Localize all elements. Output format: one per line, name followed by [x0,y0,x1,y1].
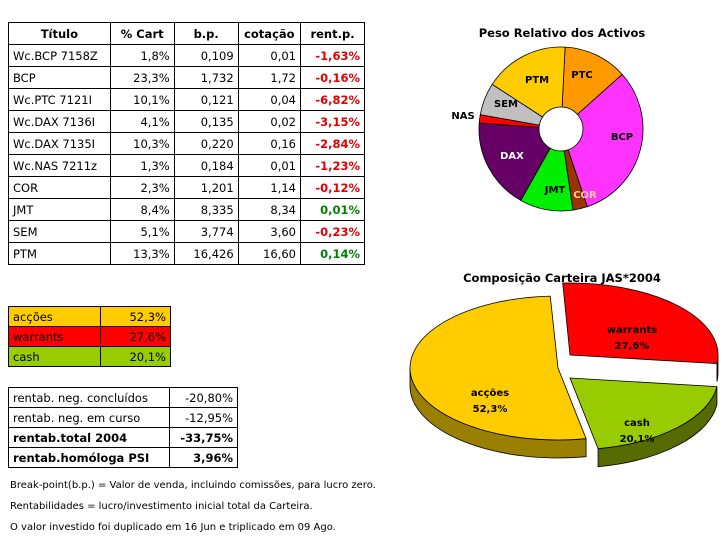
table-row: COR 2,3% 1,201 1,14 -0,12% [8,176,365,199]
donut-slice-ptm [491,46,566,118]
cell-bp: 1,732 [173,66,239,89]
returns-row: rentab. neg. concluídos -20,80% [8,387,239,408]
donut-label-bcp: BCP [611,132,633,143]
cell-titulo: SEM [8,220,111,243]
donut-slice-bcp [567,73,644,208]
cell-cotacao: 3,60 [237,220,302,243]
holdings-body: Wc.BCP 7158Z 1,8% 0,109 0,01 -1,63% BCP 23,3% 1… [8,44,365,265]
pie3d-value-warrants: 27,6% [615,341,650,352]
table-row: PTM 13,3% 16,426 16,60 0,14% [8,242,365,265]
cell-rent: -3,15% [300,110,365,133]
returns-table: rentab. neg. concluídos -20,80% rentab. ne… [8,387,239,468]
returns-value: 3,96% [168,447,239,468]
returns-value: -20,80% [168,387,239,408]
cell-cotacao: 1,14 [237,176,302,199]
note-investimento: O valor investido foi duplicado em 16 Ju… [10,522,336,533]
cell-cart: 1,3% [109,154,175,177]
cell-titulo: Wc.BCP 7158Z [8,44,111,67]
returns-body: rentab. neg. concluídos -20,80% rentab. ne… [8,387,239,468]
donut-chart: PTC BCP COR JMT DAX NAS SEM PTM [451,46,644,212]
cell-titulo: COR [8,176,111,199]
holdings-header-row: Título % Cart b.p. cotação rent.p. [8,22,365,45]
donut-label-ptc: PTC [571,70,593,81]
pie3d-slice-warrants [562,282,719,365]
cell-rent: -0,12% [300,176,365,199]
note-break-point: Break-point(b.p.) = Valor de venda, incl… [10,480,376,491]
allocation-table: acções 52,3% warrants 27,6% cash 20,1% [8,306,172,367]
cell-cotacao: 16,60 [237,242,302,265]
table-row: SEM 5,1% 3,774 3,60 -0,23% [8,220,365,243]
pie3d-chart: warrants 27,6% cash 20,1% acções 52,3% [409,282,719,468]
pie3d-slice-cash [569,377,718,450]
allocation-row: cash 20,1% [8,346,172,367]
cell-rent: -1,63% [300,44,365,67]
cell-cart: 13,3% [109,242,175,265]
donut-chart-title: Peso Relativo dos Activos [479,26,646,40]
donut-label-sem: SEM [494,99,518,110]
allocation-row: acções 52,3% [8,306,172,327]
cell-titulo: Wc.PTC 7121I [8,88,111,111]
pie3d-label-acções: acções [471,388,509,399]
header-rent: rent.p. [300,22,365,45]
table-row: BCP 23,3% 1,732 1,72 -0,16% [8,66,365,89]
pie3d-label-warrants: warrants [607,325,657,336]
cell-rent: -0,16% [300,66,365,89]
cell-bp: 0,121 [173,88,239,111]
allocation-body: acções 52,3% warrants 27,6% cash 20,1% [8,306,172,367]
pie3d-label-cash: cash [624,418,650,429]
cell-rent: 0,14% [300,242,365,265]
holdings-table: Título % Cart b.p. cotação rent.p. Wc.BC… [8,22,365,265]
cell-bp: 16,426 [173,242,239,265]
donut-slice-dax [478,122,551,201]
donut-label-jmt: JMT [544,185,566,196]
pie3d-slice-acções [409,295,587,441]
cell-cotacao: 0,01 [237,44,302,67]
pie3d-chart-title: Composição Carteira JAS*2004 [463,271,661,285]
cell-cart: 10,3% [109,132,175,155]
note-rentabilidades: Rentabilidades = lucro/investimento inic… [10,501,313,512]
donut-label-ptm: PTM [525,75,549,86]
returns-row: rentab.homóloga PSI 3,96% [8,447,239,468]
cell-titulo: Wc.DAX 7136I [8,110,111,133]
donut-label-nas: NAS [451,111,474,122]
cell-bp: 3,774 [173,220,239,243]
cell-cart: 10,1% [109,88,175,111]
allocation-row: warrants 27,6% [8,326,172,347]
table-row: Wc.DAX 7136I 4,1% 0,135 0,02 -3,15% [8,110,365,133]
table-row: Wc.PTC 7121I 10,1% 0,121 0,04 -6,82% [8,88,365,111]
allocation-value: 27,6% [99,326,172,347]
cell-rent: -1,23% [300,154,365,177]
cell-bp: 0,184 [173,154,239,177]
donut-label-dax: DAX [500,151,524,162]
cell-rent: -6,82% [300,88,365,111]
allocation-value: 20,1% [99,346,172,367]
returns-value: -33,75% [168,427,239,448]
cell-cotacao: 1,72 [237,66,302,89]
cell-titulo: PTM [8,242,111,265]
pie3d-value-cash: 20,1% [620,434,655,445]
donut-label-cor: COR [573,190,597,201]
pie3d-value-acções: 52,3% [473,404,508,415]
cell-cart: 4,1% [109,110,175,133]
allocation-value: 52,3% [99,306,172,327]
cell-rent: -2,84% [300,132,365,155]
cell-cotacao: 0,01 [237,154,302,177]
